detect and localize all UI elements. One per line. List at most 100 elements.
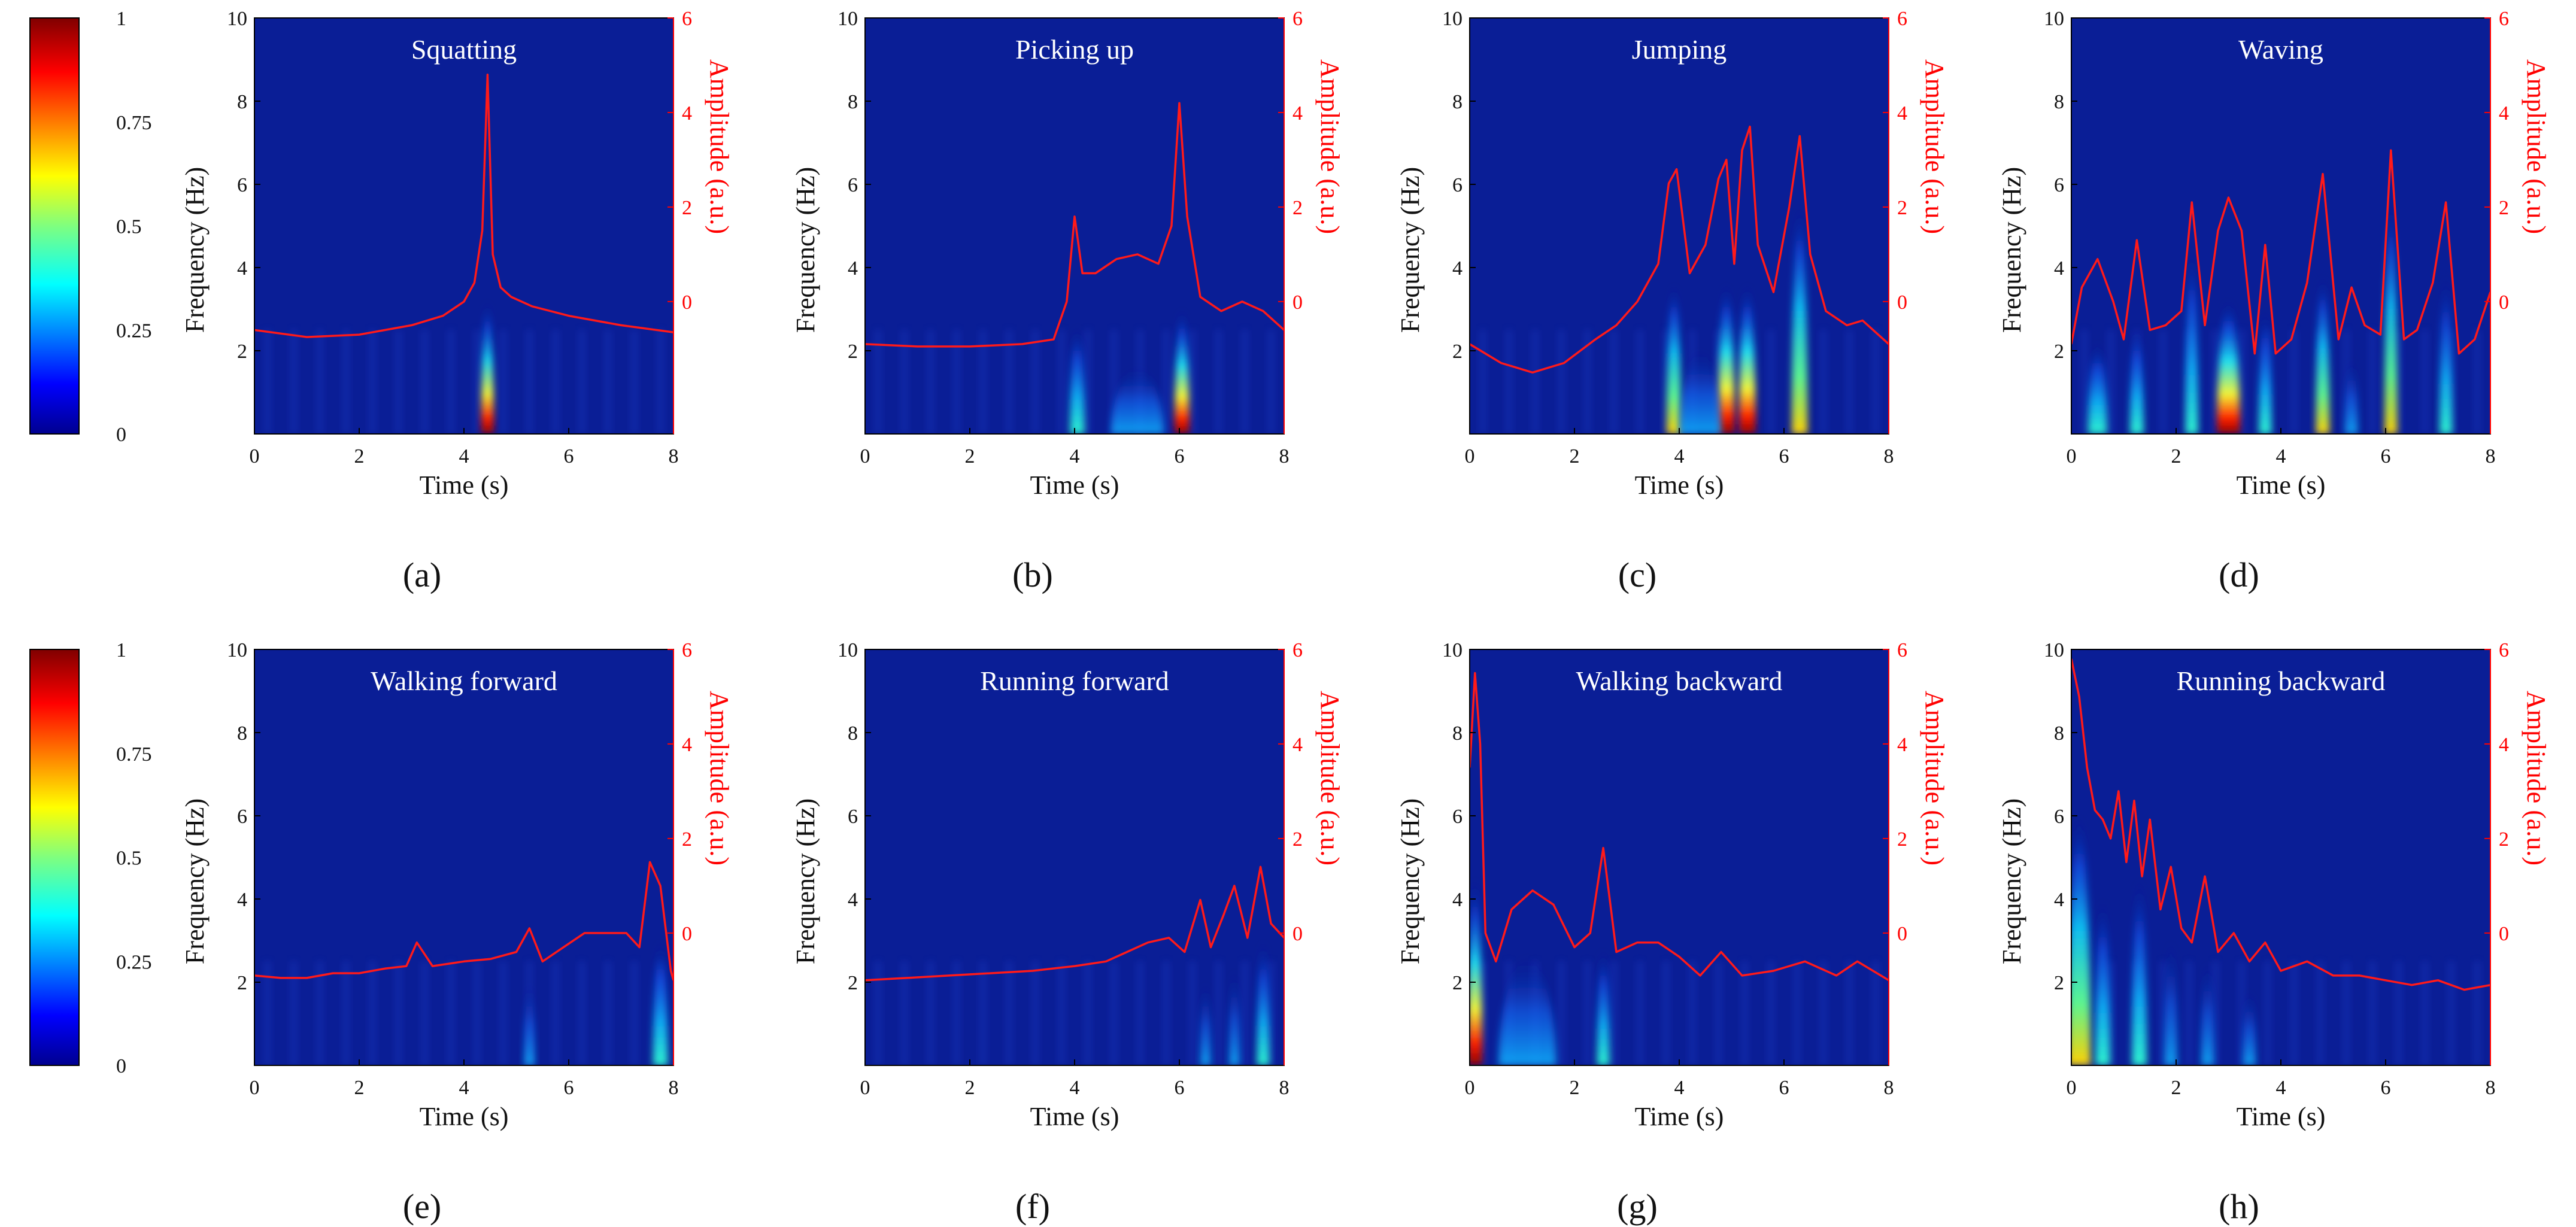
y-tick-label: 6 (848, 806, 858, 828)
heatmap-streak (2369, 961, 2377, 1065)
y2-tick-label: 6 (1292, 8, 1303, 30)
heatmap-streak (1188, 961, 1196, 1065)
heatmap-streak (2369, 330, 2377, 434)
panels-layer: Squatting 0 2 4 6 8 Time (s) 2 4 6 8 10 Frequency (H… (180, 8, 2551, 1226)
heatmap-streak (342, 961, 350, 1065)
y-tick-label: 10 (2044, 639, 2064, 661)
y2-tick-label: 4 (2499, 102, 2509, 124)
spectrogram-panel: Squatting 0 2 4 6 8 Time (s) 2 4 6 8 10 Frequency (H… (180, 8, 734, 594)
heatmap-energy-blob (653, 940, 668, 1065)
heatmap-streak (1215, 330, 1222, 434)
heatmap-streak (1110, 961, 1118, 1065)
x-tick-label: 0 (860, 1077, 870, 1099)
heatmap-energy-blob (1738, 284, 1756, 434)
heatmap-energy-blob (2130, 326, 2144, 434)
heatmap-streak (1058, 961, 1066, 1065)
y2-axis-label: Amplitude (a.u.) (1315, 59, 1345, 234)
x-tick-label: 2 (2171, 1077, 2181, 1099)
heatmap-energy-blob (1470, 878, 1482, 1065)
heatmap-streak (1636, 961, 1644, 1065)
heatmap-streak (1163, 330, 1170, 434)
heatmap-streak (953, 961, 961, 1065)
y2-axis-label: Amplitude (a.u.) (2522, 691, 2551, 865)
colorbar-tick-label: 0.25 (116, 320, 152, 342)
heatmap-streak (927, 330, 934, 434)
heatmap-streak (368, 961, 376, 1065)
x-tick-label: 4 (1070, 1077, 1080, 1099)
x-axis-label: Time (s) (1635, 470, 1724, 500)
panel-title: Waving (2238, 34, 2323, 65)
y2-tick-label: 0 (1897, 923, 1907, 945)
y-tick-label: 2 (237, 972, 247, 994)
y-tick-label: 2 (2054, 341, 2064, 363)
y-tick-label: 4 (2054, 889, 2064, 911)
y2-tick-label: 0 (2499, 291, 2509, 314)
y2-tick-label: 2 (682, 197, 692, 219)
heatmap-streak (2316, 961, 2324, 1065)
y-tick-label: 4 (1452, 257, 1463, 280)
heatmap-streak (395, 330, 402, 434)
x-tick-label: 0 (250, 445, 260, 467)
x-tick-label: 4 (1070, 445, 1080, 467)
y-tick-label: 10 (2044, 8, 2064, 30)
x-tick-label: 4 (459, 445, 469, 467)
y2-tick-label: 6 (1897, 639, 1907, 661)
heatmap-streak (1846, 961, 1853, 1065)
heatmap-streak (552, 330, 560, 434)
panel-title: Walking backward (1576, 666, 1783, 696)
heatmap-streak (604, 961, 612, 1065)
y-tick-label: 8 (2054, 722, 2064, 745)
heatmap-streak (2474, 961, 2481, 1065)
heatmap-streak (2447, 961, 2455, 1065)
x-tick-label: 2 (965, 1077, 975, 1099)
heatmap-streak (2421, 961, 2429, 1065)
y-tick-label: 10 (838, 639, 858, 661)
heatmap-streak (290, 961, 298, 1065)
heatmap-streak (1136, 961, 1144, 1065)
x-tick-label: 8 (1884, 445, 1894, 467)
heatmap-streak (2107, 330, 2114, 434)
panel-caption-label: (h) (2219, 1187, 2259, 1226)
y2-tick-label: 4 (682, 734, 692, 756)
y-tick-label: 8 (848, 722, 858, 745)
y2-tick-label: 6 (1292, 639, 1303, 661)
heatmap-streak (657, 330, 665, 434)
heatmap-streak (1031, 961, 1039, 1065)
panel-caption-label: (b) (1012, 555, 1053, 594)
heatmap-streak (1767, 330, 1775, 434)
x-axis-label: Time (s) (2237, 470, 2326, 500)
panel-title: Walking forward (371, 666, 557, 696)
heatmap-streak (290, 330, 298, 434)
y-axis-label: Frequency (Hz) (791, 798, 820, 964)
colorbar-scale (29, 649, 80, 1066)
heatmap-streak (1610, 961, 1618, 1065)
heatmap-streak (1688, 961, 1696, 1065)
x-tick-label: 4 (459, 1077, 469, 1099)
heatmap-streak (263, 961, 271, 1065)
y-tick-label: 2 (2054, 972, 2064, 994)
y2-axis-label: Amplitude (a.u.) (705, 59, 734, 234)
y-tick-label: 2 (1452, 972, 1463, 994)
y2-axis-label: Amplitude (a.u.) (1315, 691, 1345, 865)
y-axis-label: Frequency (Hz) (180, 798, 210, 964)
y2-tick-label: 2 (1292, 197, 1303, 219)
y-tick-label: 4 (848, 257, 858, 280)
y-tick-label: 8 (848, 91, 858, 113)
amplitude-line (1470, 125, 1889, 374)
heatmap-energy-blob (2164, 940, 2177, 1065)
y-tick-label: 8 (1452, 722, 1463, 745)
heatmap-streak (1267, 330, 1275, 434)
y2-tick-label: 4 (1897, 734, 1907, 756)
panel-caption-label: (g) (1617, 1187, 1658, 1226)
spectrogram-panel: Walking forward 0 2 4 6 8 Time (s) 2 4 6 8 10 Freque… (180, 639, 734, 1226)
heatmap-streak (1583, 330, 1591, 434)
amplitude-line (865, 102, 1284, 348)
heatmap-streak (2185, 961, 2193, 1065)
colorbar-tick-label: 0.5 (116, 216, 142, 238)
y2-tick-label: 6 (2499, 8, 2509, 30)
heatmap-streak (1058, 330, 1066, 434)
y-tick-label: 6 (1452, 806, 1463, 828)
amplitude-line (2071, 658, 2490, 991)
heatmap-streak (421, 330, 429, 434)
heatmap-streak (1084, 961, 1091, 1065)
